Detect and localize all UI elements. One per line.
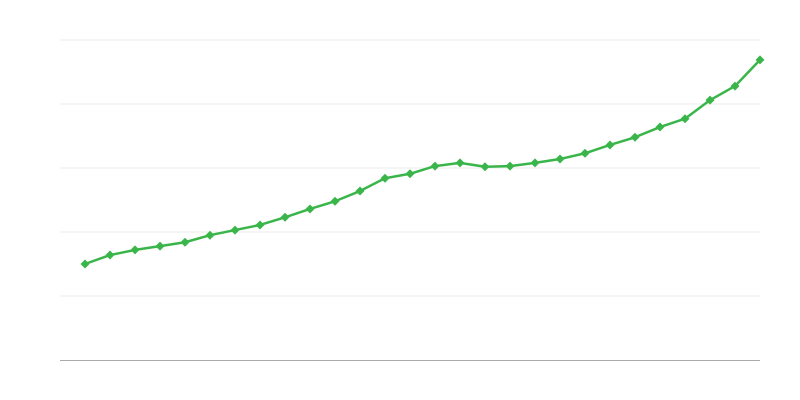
data-point (130, 245, 140, 255)
data-point (180, 237, 190, 247)
data-point (655, 122, 665, 132)
gridlines (60, 39, 760, 297)
data-point (555, 154, 565, 164)
data-point (705, 95, 715, 105)
data-point (255, 220, 265, 230)
data-point (505, 161, 515, 171)
data-point (155, 241, 165, 251)
data-point (480, 162, 490, 172)
data-point (530, 158, 540, 168)
data-points (80, 55, 765, 269)
data-point (380, 173, 390, 183)
data-point (205, 230, 215, 240)
data-point (280, 212, 290, 222)
data-point (605, 140, 615, 150)
data-point (305, 204, 315, 214)
data-point (755, 55, 765, 65)
data-point (580, 148, 590, 158)
data-point (430, 161, 440, 171)
data-point (630, 132, 640, 142)
data-point (105, 250, 115, 260)
data-point (80, 259, 90, 269)
data-point (455, 158, 465, 168)
data-point (405, 169, 415, 179)
series-line (84, 58, 761, 266)
data-point (330, 196, 340, 206)
data-point (230, 225, 240, 235)
data-point (680, 114, 690, 124)
data-point (355, 186, 365, 196)
data-point (730, 81, 740, 91)
